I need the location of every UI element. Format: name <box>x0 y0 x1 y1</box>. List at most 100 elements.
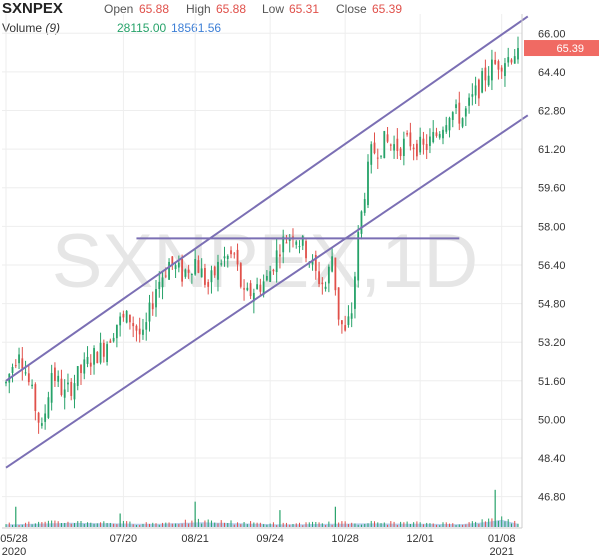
volume-label: Volume (9) <box>2 21 60 35</box>
candle-body <box>230 250 232 255</box>
low-value: 65.31 <box>289 2 320 16</box>
candle-body <box>301 236 304 246</box>
candle-body <box>21 358 24 369</box>
candle-body <box>491 59 493 81</box>
candle-body <box>376 157 379 159</box>
volume-period: (9) <box>45 21 61 35</box>
candle-body <box>14 365 17 367</box>
candle-body <box>181 258 184 282</box>
y-tick-label: 58.00 <box>538 221 566 233</box>
candle-body <box>249 283 252 297</box>
candle-body <box>54 367 56 381</box>
x-tick-year: 2021 <box>489 546 513 558</box>
candle-body <box>259 284 262 292</box>
candle-body <box>115 324 118 339</box>
candle-body <box>481 71 484 93</box>
candle-body <box>331 256 334 272</box>
candle-body <box>363 199 366 213</box>
grid <box>2 14 522 528</box>
candle-body <box>474 85 477 96</box>
candle-body <box>396 138 399 151</box>
candle-body <box>370 144 373 165</box>
candle-body <box>321 282 324 285</box>
y-tick-label: 66.00 <box>538 28 566 40</box>
candle-body <box>468 97 470 106</box>
candle-body <box>340 320 343 325</box>
candle-body <box>40 423 43 426</box>
candle-body <box>138 328 141 335</box>
candle-body <box>393 144 395 151</box>
candle-body <box>76 366 79 386</box>
candle-body <box>220 263 223 265</box>
candle-body <box>86 356 89 364</box>
candle-body <box>350 313 353 319</box>
candle-body <box>510 59 513 63</box>
candle-body <box>37 412 40 423</box>
candle-body <box>18 354 20 364</box>
open-label: Open <box>104 2 134 16</box>
candle-body <box>184 269 187 277</box>
candle-body <box>305 241 307 259</box>
candle-body <box>282 236 285 253</box>
candle-body <box>380 155 382 157</box>
volume-value-2: 18561.56 <box>171 21 222 35</box>
candle-body <box>298 246 301 248</box>
candle-body <box>484 67 487 81</box>
candle-body <box>497 61 500 70</box>
candle-body <box>80 365 82 374</box>
candle-body <box>311 259 314 265</box>
candle-body <box>239 263 242 287</box>
candle-body <box>112 337 115 342</box>
y-tick-label: 59.60 <box>538 183 566 195</box>
x-tick-label: 01/08 <box>488 533 516 545</box>
candle-body <box>429 136 431 146</box>
candle-body <box>99 342 102 363</box>
candle-body <box>337 287 340 320</box>
candle-body <box>63 389 66 398</box>
candle-body <box>89 362 92 367</box>
candle-body <box>129 314 131 323</box>
candle-body <box>60 378 63 395</box>
candle-body <box>142 329 144 335</box>
candle-body <box>360 211 363 234</box>
candle-body <box>487 75 490 86</box>
candle-body <box>500 67 503 72</box>
candle-body <box>44 413 47 422</box>
candle-body <box>125 310 128 323</box>
candle-body <box>207 282 210 287</box>
y-tick-label: 46.80 <box>538 492 566 504</box>
candle-body <box>406 133 409 135</box>
candle-body <box>102 342 105 357</box>
candle-body <box>494 59 497 64</box>
candle-body <box>347 316 350 325</box>
x-tick-label: 10/28 <box>331 533 359 545</box>
trendline <box>5 15 529 382</box>
candle-body <box>451 112 454 120</box>
price-tag-value: 65.39 <box>556 43 584 55</box>
candle-body <box>148 302 151 322</box>
candle-body <box>425 143 428 150</box>
y-tick-label: 54.80 <box>538 299 566 311</box>
y-tick-label: 62.80 <box>538 106 566 118</box>
candle-body <box>70 381 73 396</box>
candle-body <box>517 48 519 60</box>
candle-body <box>194 258 197 275</box>
candle-body <box>458 102 461 124</box>
y-tick-label: 48.40 <box>538 453 566 465</box>
y-tick-label: 61.20 <box>538 144 566 156</box>
candle-body <box>455 104 457 109</box>
candle-body <box>415 143 418 157</box>
candle-body <box>275 250 278 273</box>
candle-body <box>464 108 467 117</box>
candle-body <box>334 257 337 291</box>
candle-body <box>314 254 317 271</box>
candles <box>5 36 519 434</box>
candle-body <box>73 383 76 400</box>
candle-body <box>197 260 200 273</box>
candle-body <box>161 277 164 288</box>
candle-body <box>269 271 272 282</box>
candle-body <box>252 292 255 302</box>
low-label: Low <box>262 2 285 16</box>
